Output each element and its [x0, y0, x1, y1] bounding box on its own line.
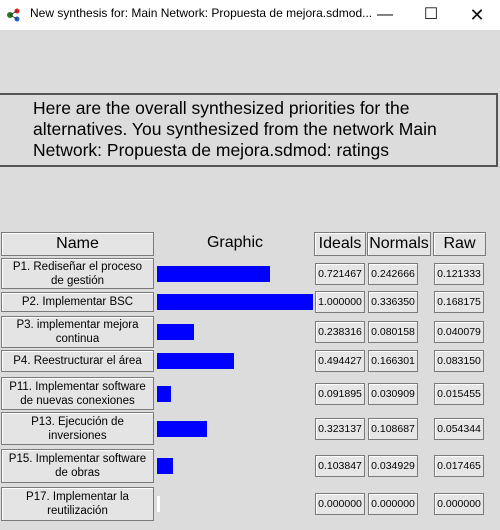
- message-line: Here are the overall synthesized priorit…: [33, 98, 410, 118]
- row-name[interactable]: P13. Ejecución de inversiones: [1, 412, 154, 445]
- row-name[interactable]: P17. Implementar la reutilización: [1, 487, 154, 521]
- column-header-normals[interactable]: Normals: [367, 232, 431, 256]
- normals-value: 0.108687: [368, 417, 418, 440]
- priority-bar: [157, 385, 171, 402]
- raw-value: 0.040079: [434, 321, 484, 343]
- raw-value: 0.121333: [434, 262, 484, 285]
- priority-bar-track: [157, 324, 313, 340]
- column-header-name[interactable]: Name: [1, 232, 154, 256]
- raw-value: 0.017465: [434, 455, 484, 477]
- priority-bar-track: [157, 496, 313, 512]
- ideals-value: 0.103847: [315, 455, 365, 477]
- ideals-value: 0.091895: [315, 382, 365, 405]
- priority-bar: [157, 420, 207, 437]
- normals-value: 0.030909: [368, 382, 418, 405]
- priority-bar: [157, 496, 160, 512]
- priority-bar: [157, 265, 270, 282]
- priority-bar: [157, 294, 313, 310]
- minimize-button[interactable]: —: [377, 6, 393, 23]
- priority-bar: [157, 324, 194, 340]
- row-name[interactable]: P3. implementar mejora continua: [1, 316, 154, 348]
- synthesis-message-panel: Here are the overall synthesized priorit…: [0, 93, 498, 167]
- row-name[interactable]: P15. Implementar software de obras: [1, 449, 154, 483]
- ideals-value: 0.000000: [315, 493, 365, 515]
- row-name[interactable]: P4. Reestructurar el área: [1, 350, 154, 372]
- priority-bar-track: [157, 353, 313, 369]
- maximize-button[interactable]: ☐: [423, 6, 439, 23]
- normals-value: 0.242666: [368, 262, 418, 285]
- column-header-ideals[interactable]: Ideals: [314, 232, 366, 256]
- close-button[interactable]: ✕: [469, 5, 485, 25]
- superdecisions-app-icon: [7, 8, 20, 22]
- row-name[interactable]: P2. Implementar BSC: [1, 292, 154, 312]
- raw-value: 0.000000: [434, 493, 484, 515]
- raw-value: 0.168175: [434, 291, 484, 313]
- normals-value: 0.000000: [368, 493, 418, 515]
- ideals-value: 0.494427: [315, 350, 365, 372]
- ideals-value: 0.238316: [315, 321, 365, 343]
- priority-bar-track: [157, 458, 313, 474]
- priority-bar-track: [157, 420, 313, 437]
- message-line: Network: Propuesta de mejora.sdmod: rati…: [33, 140, 389, 160]
- ideals-value: 0.721467: [315, 262, 365, 285]
- row-name[interactable]: P11. Implementar software de nuevas cone…: [1, 377, 154, 410]
- priority-bar-track: [157, 265, 313, 282]
- normals-value: 0.080158: [368, 321, 418, 343]
- window-title: New synthesis for: Main Network: Propues…: [30, 6, 373, 20]
- row-name[interactable]: P1. Rediseñar el proceso de gestión: [1, 258, 154, 289]
- column-header-graphic: Graphic: [206, 234, 264, 251]
- priority-bar: [157, 458, 173, 474]
- ideals-value: 1.000000: [315, 291, 365, 313]
- column-header-raw[interactable]: Raw: [433, 232, 486, 256]
- normals-value: 0.166301: [368, 350, 418, 372]
- priority-bar: [157, 353, 234, 369]
- title-bar: New synthesis for: Main Network: Propues…: [0, 0, 500, 30]
- raw-value: 0.054344: [434, 417, 484, 440]
- priority-bar-track: [157, 294, 313, 310]
- message-line: alternatives. You synthesized from the n…: [33, 119, 437, 139]
- normals-value: 0.034929: [368, 455, 418, 477]
- ideals-value: 0.323137: [315, 417, 365, 440]
- raw-value: 0.083150: [434, 350, 484, 372]
- raw-value: 0.015455: [434, 382, 484, 405]
- priority-bar-track: [157, 385, 313, 402]
- normals-value: 0.336350: [368, 291, 418, 313]
